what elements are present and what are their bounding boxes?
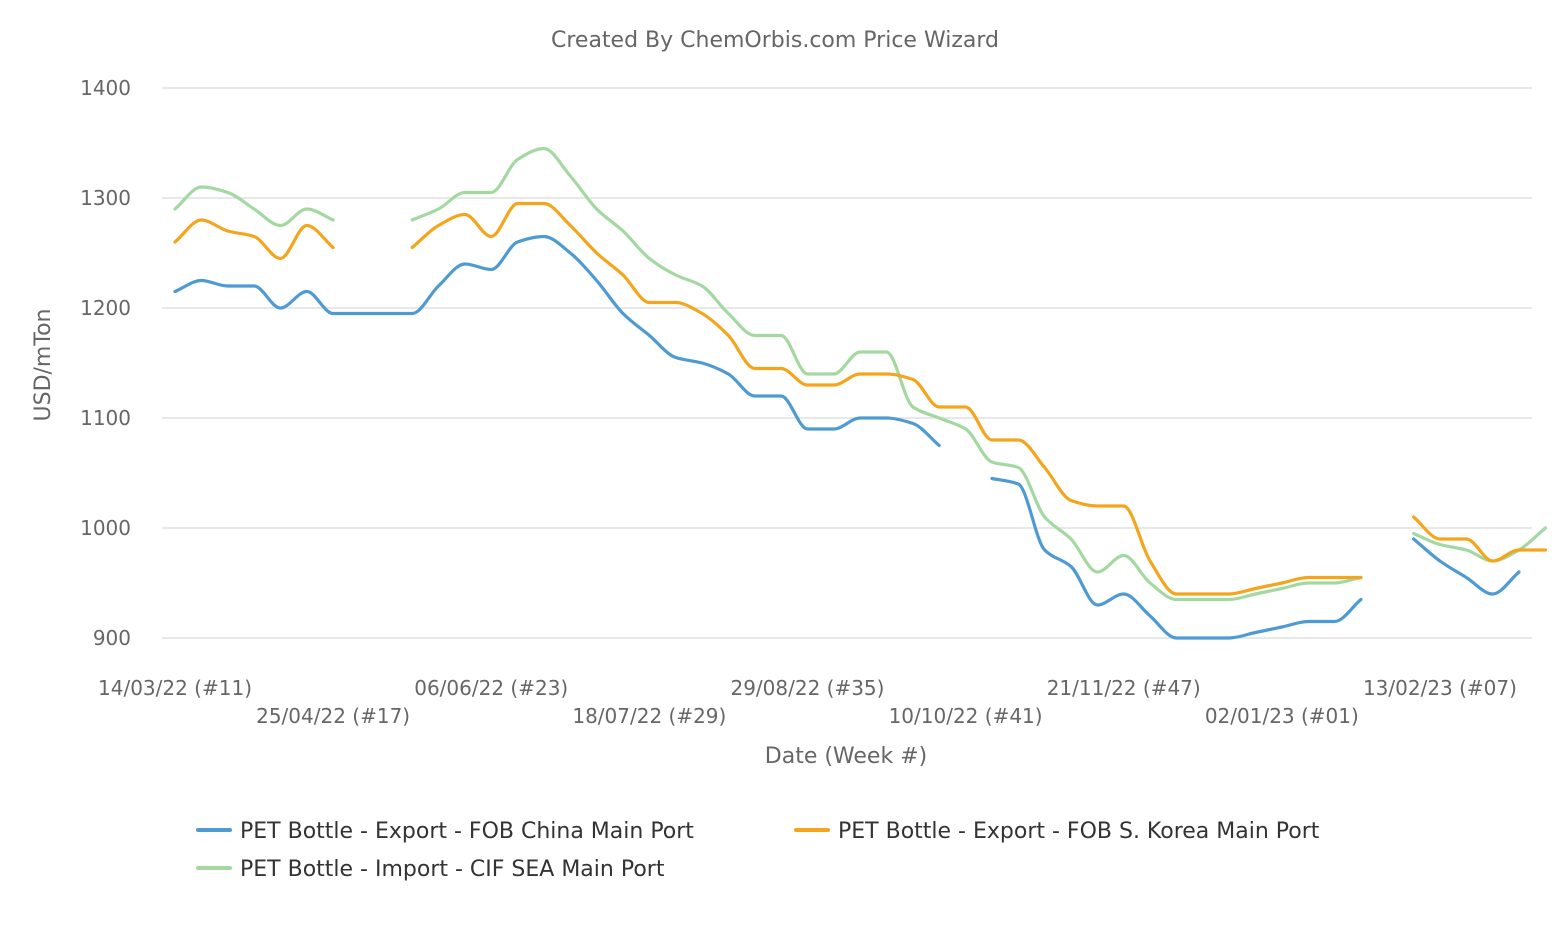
series-segment (173, 185, 335, 228)
series-segment (173, 234, 941, 448)
x-axis-tick-labels: 14/03/22 (#11)25/04/22 (#17)06/06/22 (#2… (98, 676, 1517, 728)
legend-item[interactable]: PET Bottle - Export - FOB S. Korea Main … (794, 819, 1320, 844)
legend-label: PET Bottle - Export - FOB S. Korea Main … (838, 819, 1320, 844)
chart-title: Created By ChemOrbis.com Price Wizard (551, 28, 999, 53)
series-1-line (173, 234, 1521, 640)
y-axis-tick-labels: 900 1000 1100 1200 1300 1400 (80, 76, 131, 650)
y-tick-label: 1300 (80, 186, 131, 210)
legend-item[interactable]: PET Bottle - Export - FOB China Main Por… (196, 819, 694, 844)
series-segment (410, 201, 1363, 596)
x-tick-label: 06/06/22 (#23) (414, 676, 568, 700)
series-segment (1412, 537, 1521, 596)
y-axis-title: USD/mTon (31, 309, 56, 422)
x-tick-label: 13/02/23 (#07) (1363, 676, 1517, 700)
x-tick-label: 29/08/22 (#35) (730, 676, 884, 700)
y-tick-label: 1100 (80, 406, 131, 430)
legend: PET Bottle - Export - FOB China Main Por… (196, 819, 1320, 882)
y-tick-label: 900 (93, 626, 131, 650)
series-2-line (173, 201, 1547, 596)
y-tick-label: 1400 (80, 76, 131, 100)
series-segment (990, 476, 1363, 640)
series-segment (410, 146, 1363, 602)
series-lines (173, 146, 1547, 640)
legend-label: PET Bottle - Import - CIF SEA Main Port (240, 857, 665, 882)
series-segment (1412, 515, 1547, 563)
x-tick-label: 02/01/23 (#01) (1205, 704, 1359, 728)
x-tick-label: 21/11/22 (#47) (1047, 676, 1201, 700)
gridlines (162, 87, 1532, 639)
y-tick-label: 1000 (80, 516, 131, 540)
series-segment (173, 218, 335, 261)
x-tick-label: 14/03/22 (#11) (98, 676, 252, 700)
x-tick-label: 10/10/22 (#41) (889, 704, 1043, 728)
x-tick-label: 25/04/22 (#17) (256, 704, 410, 728)
legend-item[interactable]: PET Bottle - Import - CIF SEA Main Port (196, 857, 665, 882)
x-tick-label: 18/07/22 (#29) (572, 704, 726, 728)
legend-label: PET Bottle - Export - FOB China Main Por… (240, 819, 694, 844)
y-tick-label: 1200 (80, 296, 131, 320)
x-axis-title: Date (Week #) (765, 744, 927, 769)
